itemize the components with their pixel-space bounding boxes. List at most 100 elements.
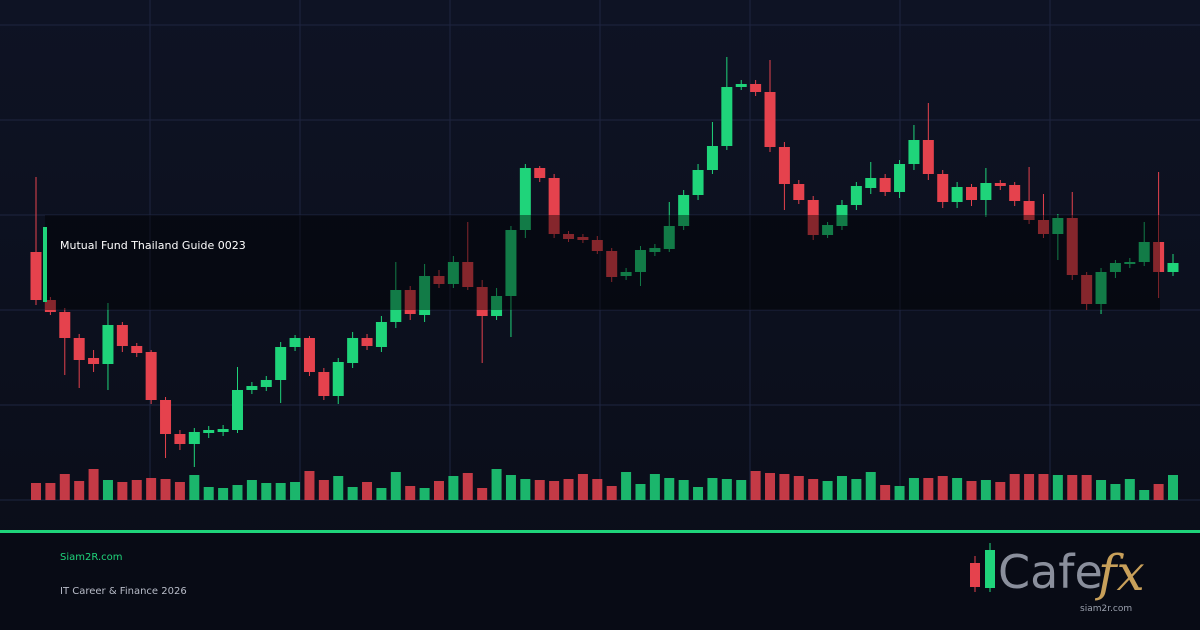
volume-bar bbox=[980, 480, 991, 500]
volume-bar bbox=[347, 487, 358, 500]
volume-bar bbox=[232, 485, 243, 500]
candle-body bbox=[534, 168, 546, 178]
candle-body bbox=[865, 178, 877, 188]
volume-bar bbox=[923, 478, 934, 500]
volume-bar bbox=[894, 486, 905, 500]
volume-bar bbox=[1153, 484, 1164, 500]
candle-body bbox=[1009, 185, 1021, 201]
candle-body bbox=[260, 380, 272, 387]
candle-body bbox=[462, 262, 474, 287]
volume-bar bbox=[865, 472, 876, 500]
logo-candle bbox=[970, 563, 980, 587]
footer-bg bbox=[0, 533, 1200, 630]
candle-body bbox=[332, 362, 344, 396]
volume-bar bbox=[678, 480, 689, 500]
volume-bar bbox=[275, 483, 286, 500]
volume-bar bbox=[908, 478, 919, 500]
volume-bar bbox=[563, 479, 574, 500]
candle-body bbox=[519, 168, 531, 230]
volume-bar bbox=[462, 473, 473, 500]
volume-bar bbox=[31, 483, 41, 500]
candle-body bbox=[404, 290, 416, 314]
candles bbox=[30, 57, 1179, 467]
volumes bbox=[31, 469, 1178, 500]
candle-body bbox=[850, 186, 862, 205]
candle-body bbox=[1066, 218, 1078, 275]
volume-bar bbox=[117, 482, 128, 500]
candle-body bbox=[433, 276, 445, 284]
candle-body bbox=[1167, 263, 1179, 272]
candle-body bbox=[1124, 262, 1136, 264]
candle-body bbox=[951, 187, 963, 202]
candle-body bbox=[145, 352, 157, 400]
candle-body bbox=[922, 140, 934, 174]
candle-body bbox=[778, 147, 790, 184]
candle-body bbox=[1109, 263, 1121, 272]
candle-body bbox=[1095, 272, 1107, 304]
volume-bar bbox=[1024, 474, 1035, 500]
volume-bar bbox=[592, 479, 603, 500]
candle-body bbox=[419, 276, 431, 315]
candle-body bbox=[88, 358, 100, 364]
candle-body bbox=[793, 184, 805, 200]
candle-body bbox=[160, 400, 172, 434]
candle-body bbox=[591, 240, 603, 251]
volume-bar bbox=[836, 476, 847, 500]
volume-bar bbox=[750, 471, 761, 500]
candle-body bbox=[966, 187, 978, 200]
candle-body bbox=[491, 296, 503, 316]
volume-bar bbox=[448, 476, 459, 500]
volume-bar bbox=[606, 486, 617, 500]
candle-body bbox=[44, 300, 56, 312]
volume-bar bbox=[736, 480, 747, 500]
candle-body bbox=[980, 183, 992, 200]
candle-body bbox=[807, 200, 819, 235]
candle-body bbox=[822, 225, 834, 235]
volume-bar bbox=[621, 472, 632, 500]
candle-body bbox=[994, 183, 1006, 186]
candle-body bbox=[505, 230, 517, 296]
volume-bar bbox=[649, 474, 660, 500]
volume-bar bbox=[74, 481, 85, 500]
candle-body bbox=[174, 434, 186, 444]
volume-bar bbox=[203, 487, 214, 500]
volume-bar bbox=[290, 482, 301, 500]
volume-bar bbox=[822, 481, 833, 500]
candle-body bbox=[1037, 220, 1049, 234]
volume-bar bbox=[59, 474, 70, 500]
candle-body bbox=[447, 262, 459, 284]
volume-bar bbox=[146, 478, 157, 500]
candle-body bbox=[663, 226, 675, 249]
volume-bar bbox=[549, 481, 560, 500]
volume-bar bbox=[520, 479, 531, 500]
candle-body bbox=[303, 338, 315, 372]
divider bbox=[0, 530, 1200, 533]
volume-bar bbox=[1096, 480, 1107, 500]
volume-bar bbox=[1139, 490, 1150, 500]
candle-body bbox=[59, 312, 71, 338]
candle-body bbox=[289, 338, 301, 347]
volume-bar bbox=[1110, 484, 1121, 500]
volume-bar bbox=[995, 482, 1006, 500]
candle-body bbox=[246, 386, 258, 390]
candle-body bbox=[678, 195, 690, 226]
volume-bar bbox=[45, 483, 56, 500]
candle-body bbox=[649, 248, 661, 252]
volume-bar bbox=[160, 479, 171, 500]
candle-body bbox=[634, 250, 646, 272]
candle-body bbox=[217, 429, 229, 432]
candle-body bbox=[361, 338, 373, 346]
volume-bar bbox=[707, 478, 718, 500]
volume-bar bbox=[1052, 475, 1063, 500]
banner-title: Mutual Fund Thailand Guide 0023 bbox=[60, 239, 246, 252]
candle-body bbox=[577, 237, 589, 240]
volume-bar bbox=[477, 488, 488, 500]
candle-body bbox=[231, 390, 243, 430]
candle-body bbox=[318, 372, 330, 396]
candle-body bbox=[1153, 242, 1165, 272]
candle-body bbox=[836, 205, 848, 226]
volume-bar bbox=[505, 475, 516, 500]
candle-body bbox=[735, 84, 747, 87]
candle-body bbox=[894, 164, 906, 192]
volume-bar bbox=[102, 480, 113, 500]
